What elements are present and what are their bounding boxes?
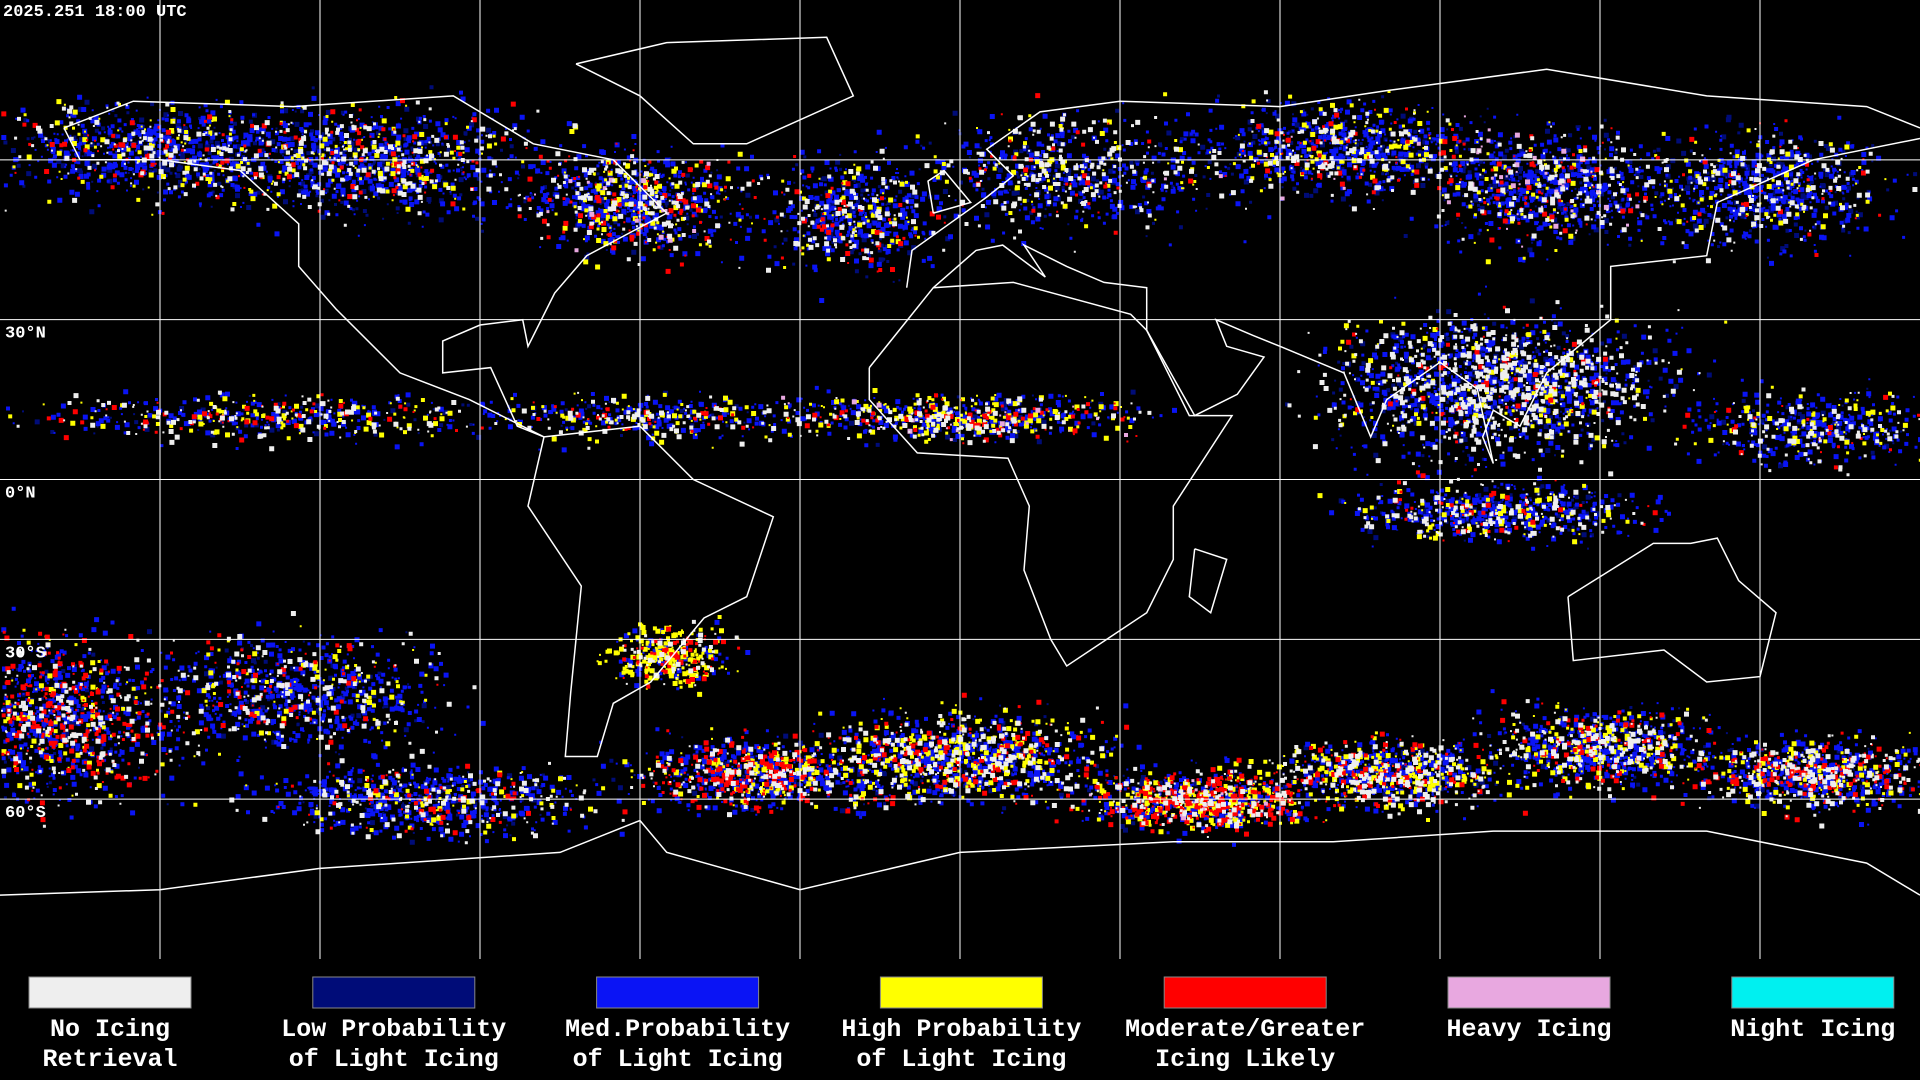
legend-label: of Light Icing	[856, 1045, 1066, 1074]
coastline	[63, 95, 668, 438]
legend-swatch	[28, 976, 192, 1009]
legend-label: Retrieval	[42, 1045, 177, 1074]
legend-swatch	[1731, 976, 1895, 1009]
coastline	[0, 819, 1920, 896]
legend-label: of Light Icing	[573, 1045, 783, 1074]
legend-swatch	[312, 976, 476, 1009]
imagery	[1, 85, 1920, 847]
lat-labels: 30°N 0°N 30°S 60°S	[5, 325, 46, 824]
legend-label: Low Probability	[281, 1015, 506, 1044]
legend-label: of Light Icing	[289, 1045, 499, 1074]
coastline	[905, 68, 1920, 288]
legend-swatch	[1163, 976, 1327, 1009]
legend-label: Night Icing	[1730, 1015, 1895, 1044]
legend-label: Moderate/Greater	[1125, 1015, 1365, 1044]
legend-label: High Probability	[841, 1015, 1081, 1044]
legend-label: Med.Probability	[565, 1015, 790, 1044]
coastline	[1188, 548, 1228, 614]
lat-label: 60°S	[5, 804, 46, 823]
legend-label: No Icing	[50, 1015, 170, 1044]
legend-swatch	[1447, 976, 1611, 1009]
coastline	[1567, 537, 1777, 683]
legend-label: Heavy Icing	[1446, 1015, 1611, 1044]
legend-swatch	[596, 976, 760, 1009]
coastline	[527, 425, 775, 758]
legend-label: Icing Likely	[1155, 1045, 1335, 1074]
graticule	[0, 0, 1920, 959]
coastlines	[0, 36, 1920, 896]
lat-label: 30°S	[5, 644, 46, 663]
lat-label: 30°N	[5, 325, 46, 344]
lat-label: 0°N	[5, 485, 36, 504]
legend-swatch	[879, 976, 1043, 1009]
timestamp: 2025.251 18:00 UTC	[3, 3, 187, 22]
coastline	[927, 169, 973, 214]
coastline	[868, 281, 1234, 668]
